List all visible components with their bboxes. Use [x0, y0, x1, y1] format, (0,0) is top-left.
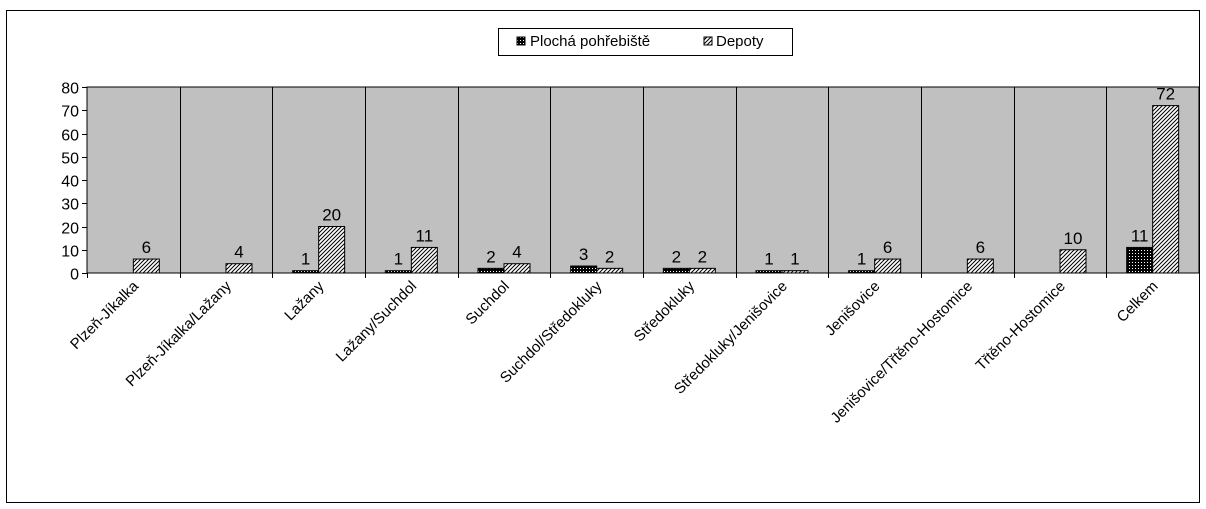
bar-depoty — [688, 267, 716, 274]
data-label: 10 — [1064, 229, 1083, 248]
y-tick-label: 30 — [61, 197, 79, 214]
data-label: 6 — [883, 238, 892, 257]
bar-plocha — [848, 270, 876, 274]
bar-depoty — [503, 263, 531, 274]
bar-plocha — [292, 270, 320, 274]
bar-depoty — [318, 226, 346, 274]
bar-depoty — [225, 263, 253, 274]
data-label: 1 — [790, 250, 799, 269]
bar-plocha — [1126, 246, 1154, 274]
legend-box — [498, 28, 793, 56]
bar-depoty — [132, 258, 160, 274]
data-label: 2 — [605, 247, 614, 266]
data-label: 2 — [672, 247, 681, 266]
legend: Plochá pohřebiště Depoty — [498, 28, 793, 56]
bar-plocha — [477, 267, 505, 274]
legend-label-depoty: Depoty — [716, 33, 764, 50]
y-tick-label: 80 — [61, 81, 79, 98]
y-tick-label: 50 — [61, 151, 79, 168]
y-tick-label: 10 — [61, 244, 79, 261]
data-label: 1 — [394, 250, 403, 269]
y-tick-label: 40 — [61, 174, 79, 191]
bar-depoty — [966, 258, 994, 274]
bar-plocha — [755, 270, 783, 274]
y-tick-label: 70 — [61, 104, 79, 121]
data-label: 1 — [857, 250, 866, 269]
y-tick-label: 0 — [70, 267, 79, 284]
bar-depoty — [781, 270, 809, 274]
bar-depoty — [1059, 249, 1087, 274]
data-label: 3 — [579, 245, 588, 264]
bar-plocha — [570, 265, 598, 274]
data-label: 11 — [1131, 226, 1149, 245]
bar-depoty — [874, 258, 902, 274]
data-label: 2 — [486, 247, 495, 266]
legend-label-plocha: Plochá pohřebiště — [530, 33, 650, 50]
data-label: 72 — [1156, 85, 1175, 104]
y-tick-label: 20 — [61, 221, 79, 238]
data-label: 20 — [322, 206, 341, 225]
data-label: 1 — [301, 250, 310, 269]
bar-plocha — [384, 270, 412, 274]
data-label: 2 — [698, 247, 707, 266]
legend-swatch-depoty — [703, 36, 713, 46]
bar-depoty — [596, 267, 624, 274]
data-label: 11 — [416, 226, 434, 245]
bar-depoty — [1152, 105, 1180, 274]
legend-swatch-plocha — [516, 36, 526, 46]
data-label: 6 — [142, 238, 151, 257]
y-tick-label: 60 — [61, 128, 79, 145]
bar-depoty — [410, 246, 438, 274]
data-label: 1 — [764, 250, 773, 269]
data-label: 4 — [512, 243, 521, 262]
data-label: 4 — [234, 243, 243, 262]
bar-plocha — [662, 267, 690, 274]
data-label: 6 — [976, 238, 985, 257]
